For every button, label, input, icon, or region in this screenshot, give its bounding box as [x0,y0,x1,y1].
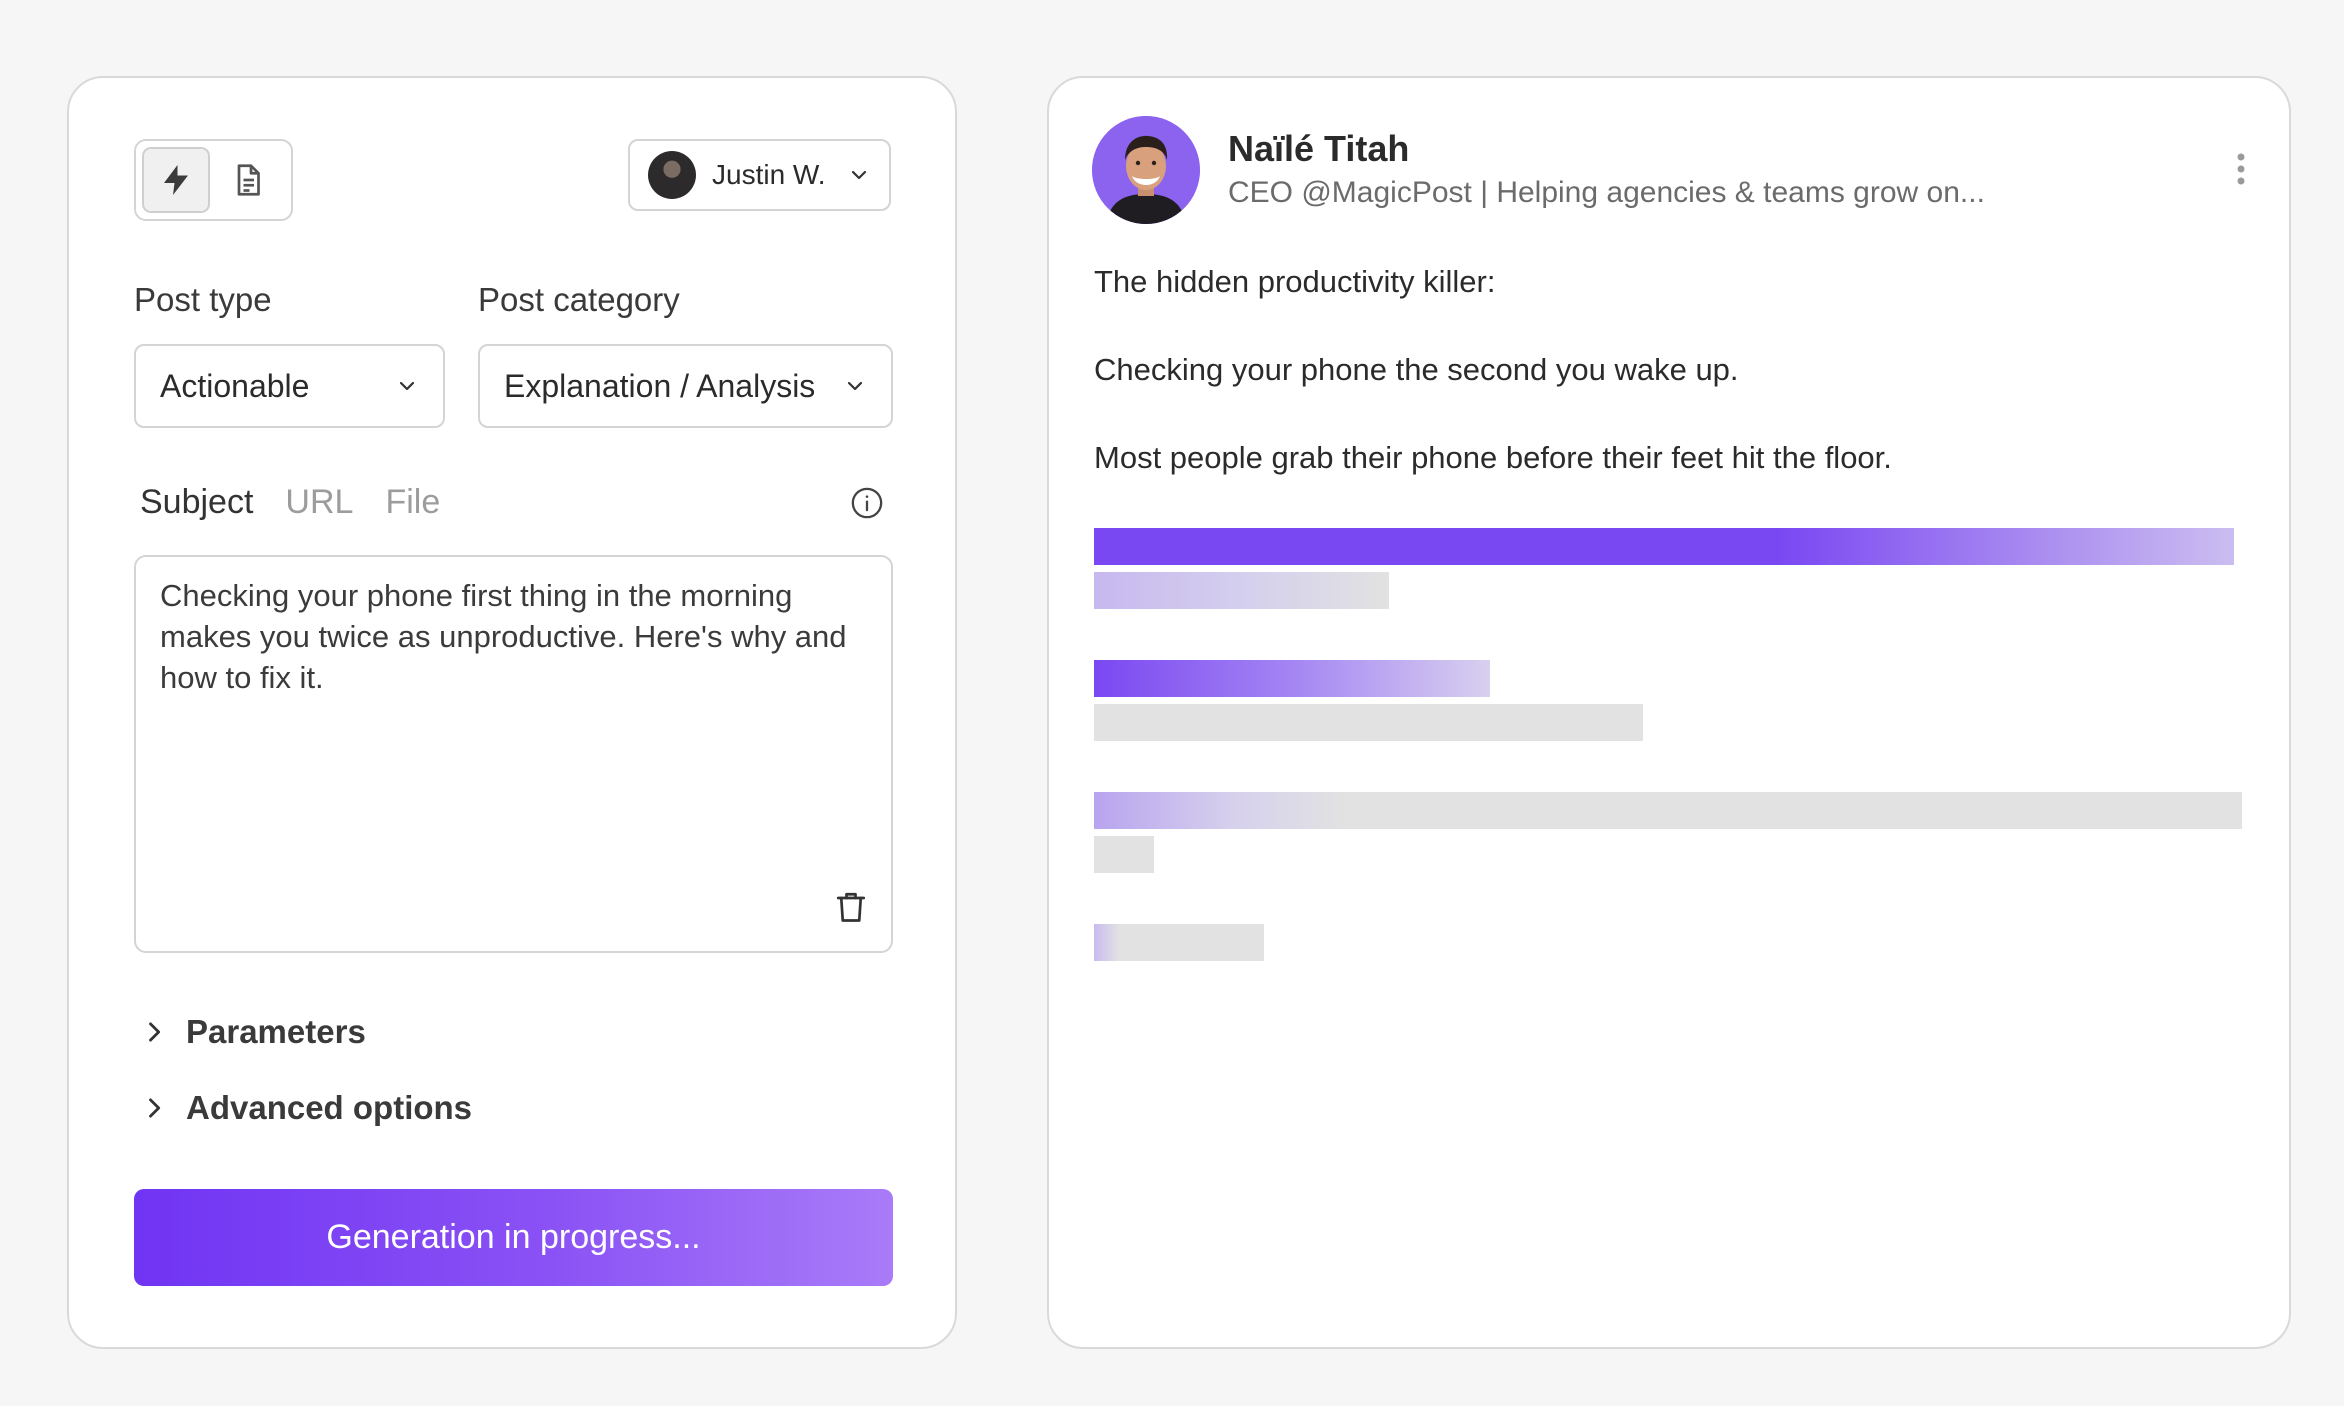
post-text-line: Checking your phone the second you wake … [1094,352,1739,387]
post-text-line: The hidden productivity killer: [1094,264,1496,299]
parameters-label: Parameters [186,1013,366,1050]
chevron-right-icon [149,1098,161,1118]
tab-subject[interactable]: Subject [140,483,254,521]
avatar [648,151,696,199]
parameters-expander[interactable]: Parameters [140,1013,366,1051]
post-preview-panel: Naïlé Titah CEO @MagicPost | Helping age… [1047,76,2291,1349]
subject-textarea[interactable]: Checking your phone first thing in the m… [134,555,893,953]
person-avatar-icon [1092,116,1200,224]
post-type-select[interactable]: Actionable [134,344,445,428]
document-mode-button[interactable] [214,147,282,213]
profile-avatar [1092,116,1200,224]
post-type-label: Post type [134,281,272,318]
quick-mode-button[interactable] [142,147,210,213]
loading-skeleton-line [1094,572,1389,609]
advanced-options-expander[interactable]: Advanced options [140,1089,472,1127]
source-tabs: Subject URL File [140,483,440,522]
chevron-down-icon [851,170,867,180]
tab-url[interactable]: URL [285,483,354,521]
post-category-label: Post category [478,281,680,318]
loading-skeleton-line [1094,528,2234,565]
loading-skeleton-line [1094,924,1264,961]
account-name: Justin W. [712,159,826,190]
post-category-value: Explanation / Analysis [504,367,816,404]
loading-skeleton-line [1094,704,1643,741]
loading-skeleton-line [1094,836,1154,873]
loading-skeleton-line [1094,660,1490,697]
info-icon[interactable] [850,486,884,520]
chevron-right-icon [149,1022,161,1042]
post-text-line: Most people grab their phone before thei… [1094,440,1892,475]
subject-text: Checking your phone first thing in the m… [160,578,847,695]
post-type-value: Actionable [160,367,310,404]
post-generator-panel: Justin W. Post type Post category Action… [67,76,957,1349]
mode-toggle [134,139,293,221]
post-category-select[interactable]: Explanation / Analysis [478,344,893,428]
tab-file[interactable]: File [385,483,441,521]
advanced-options-label: Advanced options [186,1089,473,1126]
more-options-icon[interactable] [2235,152,2247,186]
profile-headline: CEO @MagicPost | Helping agencies & team… [1228,176,1985,209]
chevron-down-icon [847,381,863,391]
loading-skeleton-line [1094,792,2242,829]
generate-button[interactable]: Generation in progress... [134,1189,893,1286]
trash-icon[interactable] [833,889,869,925]
document-icon [237,164,260,196]
account-select[interactable]: Justin W. [628,139,891,211]
chevron-down-icon [399,381,415,391]
lightning-icon [164,165,188,195]
profile-name: Naïlé Titah [1228,128,1410,169]
